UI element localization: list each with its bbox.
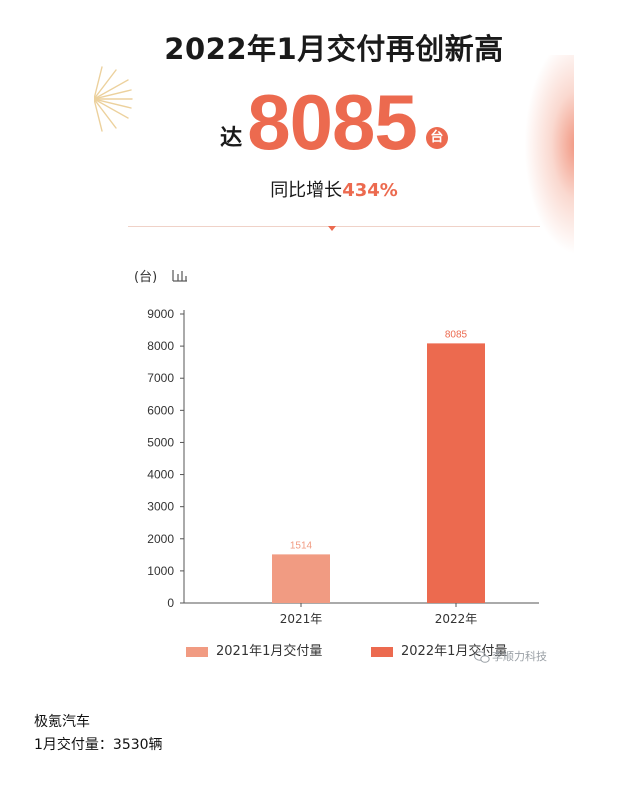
caption-brand: 极氪汽车 (34, 714, 90, 730)
x-tick-label: 2021年 (280, 612, 323, 626)
y-tick-label: 9000 (147, 307, 174, 321)
firework-decoration (94, 66, 133, 132)
headline: 2022年1月交付再创新高 (164, 32, 504, 66)
growth-line: 同比增长434% (94, 176, 574, 202)
wechat-icon (474, 651, 490, 663)
legend: 2021年1月交付量 2022年1月交付量 (186, 640, 566, 660)
bars: 1514 2021年 8085 2022年 (272, 329, 485, 626)
legend-swatch-2021 (186, 646, 208, 657)
watermark-text: 李顺力科技 (492, 650, 547, 663)
growth-label: 同比增长 (270, 180, 343, 201)
highlight-prefix: 达 (220, 126, 243, 151)
legend-item-2021: 2021年1月交付量 (186, 640, 322, 659)
glow-decoration (524, 55, 574, 255)
highlight-row: 达 8085 台 (94, 82, 574, 162)
legend-label-2022: 2022年1月交付量 (401, 644, 508, 659)
bar-data-label: 1514 (290, 540, 313, 551)
legend-label-2021: 2021年1月交付量 (216, 644, 323, 659)
bar-chart-icon (172, 270, 187, 282)
y-tick-label: 8000 (147, 339, 174, 353)
legend-swatch-2022 (371, 646, 393, 657)
legend-item-2022: 2022年1月交付量 (371, 640, 507, 659)
infographic-card: 2022年1月交付再创新高 达 8085 台 同比增长434% (台) 0 100… (94, 0, 574, 680)
growth-value: 434% (342, 180, 398, 201)
watermark: 李顺力科技 (474, 648, 547, 664)
bar-data-label: 8085 (445, 329, 468, 340)
y-tick-label: 0 (167, 596, 174, 610)
y-axis-ticks: 0 1000 2000 3000 4000 5000 6000 7000 8000 9000 (147, 307, 184, 610)
bar-2022年 (427, 343, 485, 603)
divider-pointer (328, 226, 336, 231)
bar-chart: 0 1000 2000 3000 4000 5000 6000 7000 8000 9000 15… (147, 307, 539, 626)
y-axis-unit-label: (台) (134, 270, 158, 285)
y-tick-label: 3000 (147, 500, 174, 514)
y-tick-label: 1000 (147, 564, 174, 578)
x-tick-label: 2022年 (435, 612, 478, 626)
y-tick-label: 6000 (147, 403, 174, 417)
y-tick-label: 5000 (147, 435, 174, 449)
highlight-number: 8085 (247, 78, 418, 166)
y-tick-label: 7000 (147, 371, 174, 385)
bar-2021年 (272, 554, 330, 603)
highlight-unit-badge: 台 (425, 127, 448, 149)
y-tick-label: 4000 (147, 468, 174, 482)
caption-delivery: 1月交付量：3530辆 (34, 737, 163, 753)
y-tick-label: 2000 (147, 532, 174, 546)
